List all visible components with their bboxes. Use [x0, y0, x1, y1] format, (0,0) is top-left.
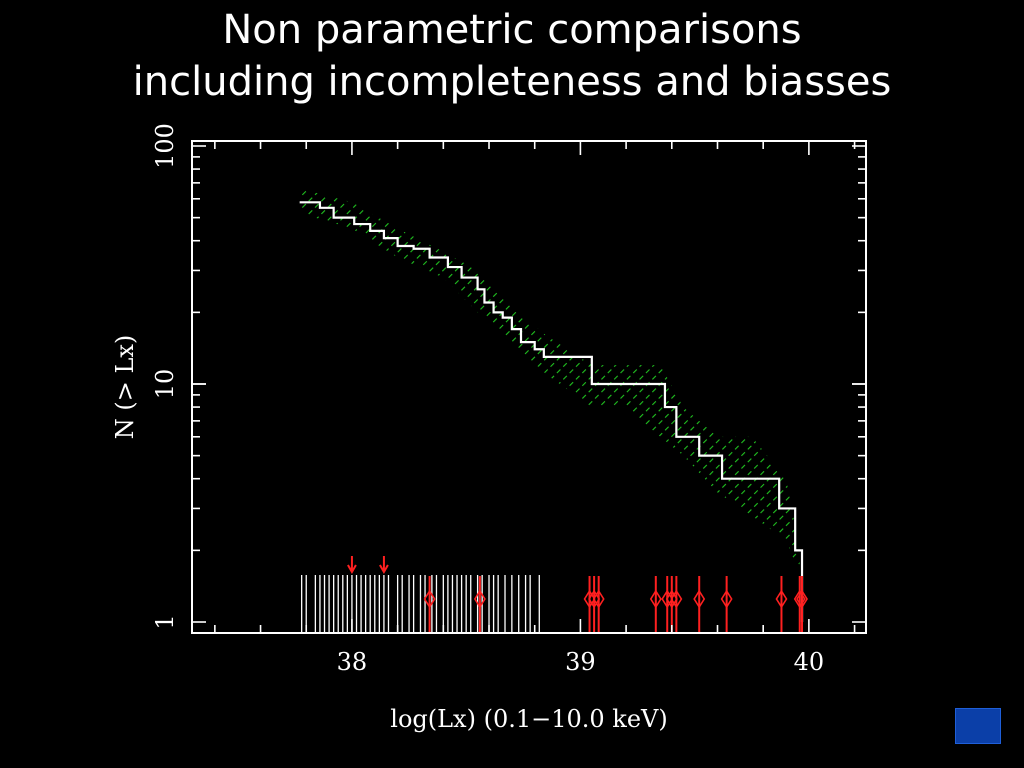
upper-limit-diamond: [796, 589, 808, 609]
y-axis-label: N (> Lx): [111, 335, 139, 440]
upper-limit-diamond: [473, 589, 486, 609]
upper-limit-arrow-head: [379, 564, 389, 575]
slide-title-line-1: Non parametric comparisons: [222, 7, 802, 53]
y-tick-label: 1: [151, 614, 179, 629]
upper-limit-diamond: [592, 589, 605, 609]
upper-limit-diamond: [583, 589, 596, 609]
upper-limit-arrow-head: [347, 564, 357, 575]
slide-nav-button[interactable]: [955, 708, 1001, 744]
upper-limit-diamond: [775, 589, 788, 609]
cumulative-step-line: [299, 201, 804, 622]
upper-limit-diamond: [793, 589, 806, 609]
y-tick-label: 100: [151, 123, 179, 169]
upper-limit-diamond: [649, 589, 662, 609]
x-axis-label: log(Lx) (0.1−10.0 keV): [390, 705, 667, 733]
y-tick-label: 10: [151, 369, 179, 400]
confidence-band: [301, 188, 800, 574]
upper-limit-diamond: [670, 589, 683, 609]
upper-limit-diamond: [661, 589, 674, 609]
plot-frame: [191, 140, 867, 634]
x-tick-label: 40: [794, 648, 825, 676]
slide-title: Non parametric comparisons including inc…: [0, 4, 1024, 108]
upper-limit-diamond: [693, 589, 706, 609]
x-tick-label: 39: [565, 648, 596, 676]
upper-limit-diamond: [588, 589, 601, 609]
x-tick-label: 38: [337, 648, 368, 676]
upper-limit-diamond: [665, 589, 678, 609]
upper-limit-diamond: [423, 589, 436, 609]
slide-title-line-2: including incompleteness and biasses: [132, 59, 892, 105]
upper-limit-diamond: [720, 589, 733, 609]
